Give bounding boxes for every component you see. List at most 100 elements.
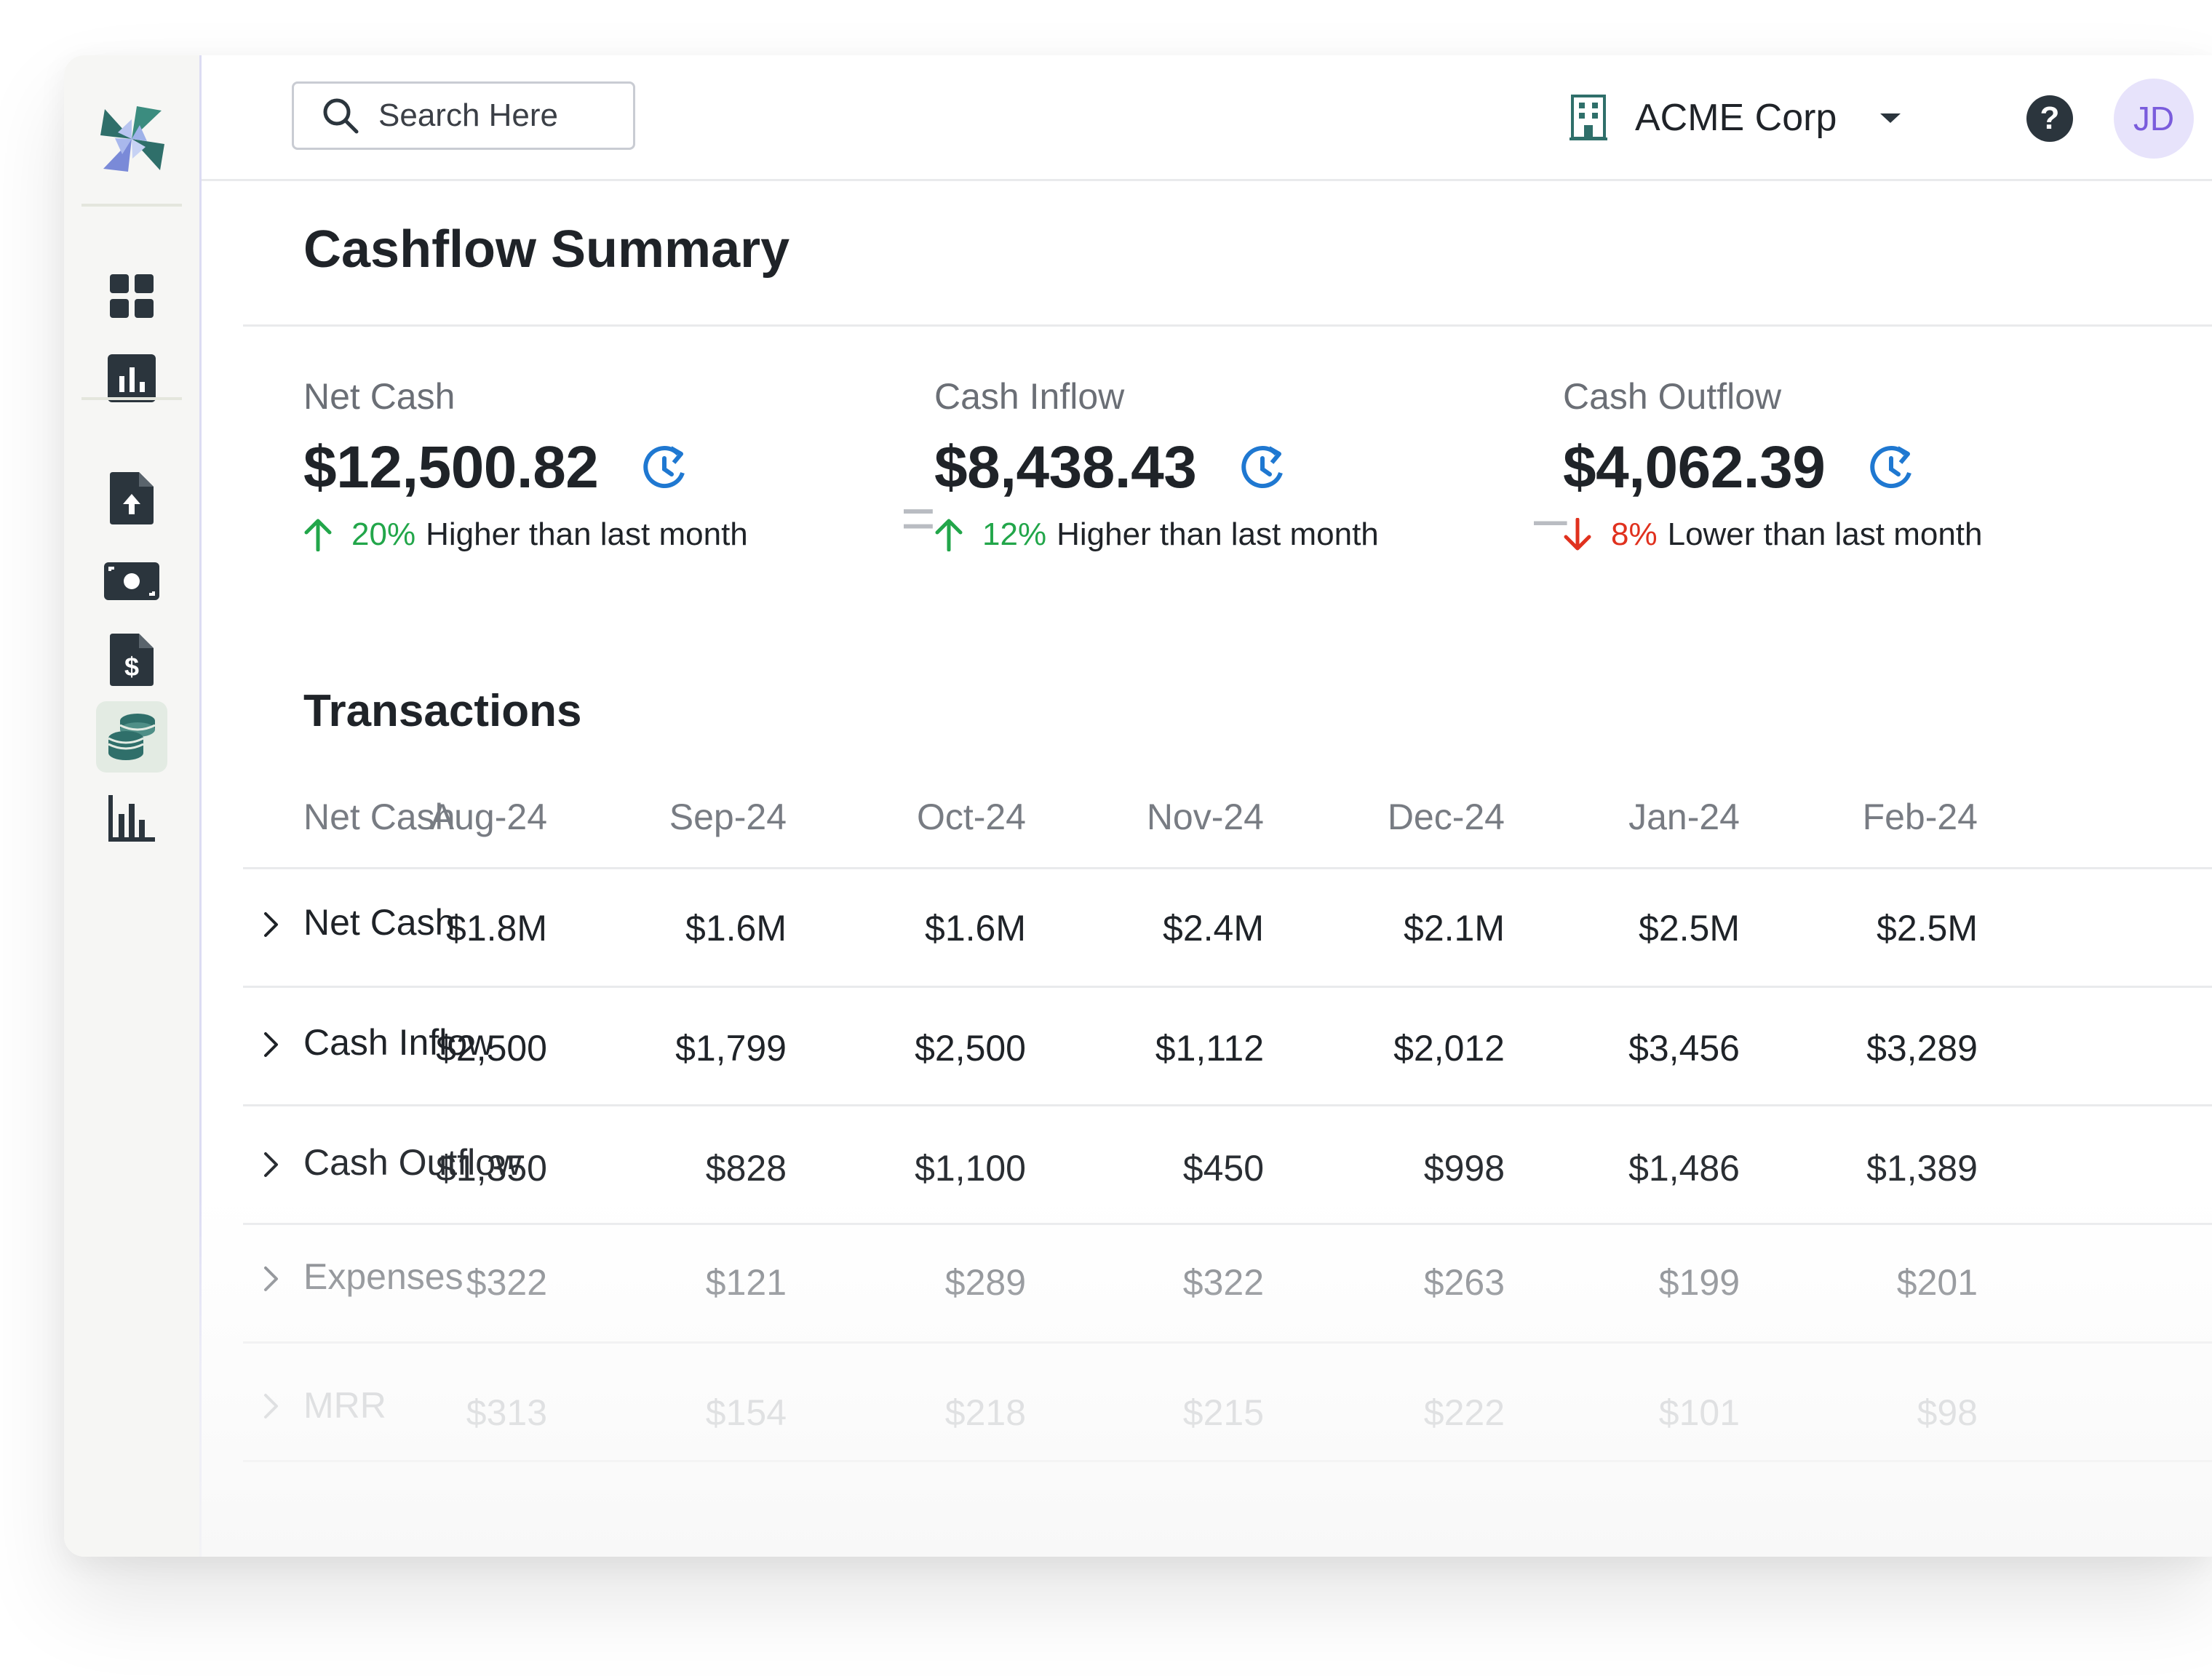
refresh-history-icon[interactable] (1867, 444, 1915, 492)
table-cell: $322 (466, 1262, 547, 1303)
metric-value: $8,438.43 (934, 434, 1197, 500)
metric-label: Net Cash (303, 376, 455, 417)
chevron-right-icon[interactable] (263, 911, 279, 938)
bar-chart-icon (108, 354, 156, 402)
table-cell: $450 (1182, 1148, 1264, 1189)
change-text: Lower than last month (1667, 516, 1983, 552)
table-cell: $2.4M (1163, 908, 1264, 949)
table-cell: $313 (466, 1392, 547, 1433)
metric-cash-inflow: Cash Inflow $8,438.43 12% Higher than la… (934, 375, 1379, 553)
table-cell: $998 (1423, 1148, 1505, 1189)
pinwheel-logo-icon[interactable] (96, 103, 167, 175)
table-row[interactable]: Cash Outflow $1,350 $828 $1,100 $450 $99… (243, 1106, 2212, 1225)
nav-dashboard[interactable] (96, 260, 167, 332)
table-cell: $1,486 (1628, 1148, 1740, 1189)
change-percent: 12% (982, 516, 1047, 552)
banknote-icon (104, 562, 159, 600)
column-header-month: Nov-24 (1146, 797, 1264, 837)
sidebar-divider (81, 397, 182, 400)
table-cell: $154 (705, 1392, 787, 1433)
search-icon (323, 98, 359, 134)
help-icon: ? (2040, 100, 2060, 136)
chevron-right-icon[interactable] (263, 1152, 279, 1178)
nav-reports[interactable] (96, 343, 167, 414)
table-cell: $199 (1658, 1262, 1740, 1303)
avatar-initials: JD (2133, 100, 2175, 137)
table-header: Net Cash Aug-24 Sep-24 Oct-24 Nov-24 Dec… (243, 777, 2212, 869)
coins-stack-icon (108, 714, 156, 760)
dashboard-grid-icon (110, 274, 154, 318)
metric-label: Cash Inflow (934, 376, 1125, 417)
table-cell: $3,456 (1628, 1028, 1740, 1069)
nav-cashflow[interactable] (96, 701, 167, 773)
chevron-right-icon[interactable] (263, 1031, 279, 1058)
chevron-right-icon[interactable] (263, 1266, 279, 1292)
equals-operator: = (901, 485, 936, 551)
metric-value: $12,500.82 (303, 434, 599, 500)
table-cell: $98 (1917, 1392, 1978, 1433)
table-cell: $2,500 (915, 1028, 1026, 1069)
refresh-history-icon[interactable] (640, 444, 688, 492)
table-cell: $2.5M (1639, 908, 1740, 949)
nav-analytics[interactable] (96, 783, 167, 854)
row-label: Cash Outflow (303, 1142, 522, 1183)
table-cell: $263 (1423, 1262, 1505, 1303)
building-icon (1570, 95, 1607, 140)
transactions-title: Transactions (303, 686, 582, 736)
caret-down-icon (1880, 113, 1901, 123)
table-cell: $2,500 (436, 1028, 547, 1069)
row-label: Expenses (303, 1256, 464, 1297)
nav-upload[interactable] (96, 463, 167, 534)
table-row[interactable]: Net Cash $1.8M $1.6M $1.6M $2.4M $2.1M $… (243, 869, 2212, 988)
column-header-month: Oct-24 (916, 797, 1026, 837)
row-label: MRR (303, 1385, 386, 1426)
table-cell: $322 (1182, 1262, 1264, 1303)
column-header-month: Sep-24 (669, 797, 787, 837)
column-header-month: Aug-24 (429, 797, 547, 837)
table-cell: $289 (944, 1262, 1026, 1303)
transactions-table: Net Cash Aug-24 Sep-24 Oct-24 Nov-24 Dec… (243, 777, 2212, 1462)
svg-text:$: $ (124, 652, 139, 682)
table-cell: $222 (1423, 1392, 1505, 1433)
arrow-up-icon (304, 519, 332, 551)
sidebar: $ (64, 55, 202, 1557)
nav-invoices[interactable]: $ (96, 624, 167, 695)
table-cell: $121 (705, 1262, 787, 1303)
table-cell: $1,389 (1866, 1148, 1978, 1189)
search-box[interactable] (292, 81, 635, 150)
metric-label: Cash Outflow (1563, 376, 1782, 417)
chevron-right-icon[interactable] (263, 1393, 279, 1419)
search-input[interactable] (377, 97, 627, 135)
table-cell: $1,112 (1155, 1028, 1264, 1069)
change-text: Higher than last month (426, 516, 748, 552)
column-header-month: Feb-24 (1862, 797, 1978, 837)
metric-cash-outflow: Cash Outflow $4,062.39 8% Lower than las… (1563, 375, 1983, 553)
table-cell: $3,289 (1866, 1028, 1978, 1069)
table-cell: $101 (1658, 1392, 1740, 1433)
row-label: Net Cash (303, 902, 455, 943)
column-header-name: Net Cash (303, 797, 455, 837)
table-row[interactable]: Cash Inflow $2,500 $1,799 $2,500 $1,112 … (243, 988, 2212, 1106)
table-cell: $1,350 (436, 1148, 547, 1189)
sidebar-divider (81, 204, 182, 207)
app-window: $ (64, 55, 2212, 1557)
table-cell: $828 (705, 1148, 787, 1189)
table-cell: $201 (1896, 1262, 1978, 1303)
table-cell: $1,799 (675, 1028, 787, 1069)
table-row[interactable]: Expenses $322 $121 $289 $322 $263 $199 $… (243, 1225, 2212, 1344)
avatar[interactable]: JD (2114, 79, 2194, 159)
table-cell: $1.6M (925, 908, 1026, 949)
metric-value: $4,062.39 (1563, 434, 1826, 500)
org-switcher[interactable]: ACME Corp (1570, 92, 1901, 144)
change-percent: 20% (351, 516, 416, 552)
table-row[interactable]: MRR $313 $154 $218 $215 $222 $101 $98 (243, 1344, 2212, 1462)
table-cell: $218 (944, 1392, 1026, 1433)
refresh-history-icon[interactable] (1238, 444, 1286, 492)
row-label: Cash Inflow (303, 1022, 494, 1063)
table-cell: $1,100 (915, 1148, 1026, 1189)
nav-payments[interactable] (96, 546, 167, 617)
invoice-dollar-icon: $ (110, 634, 154, 686)
help-button[interactable]: ? (2026, 95, 2073, 142)
arrow-down-icon (1564, 518, 1591, 551)
table-cell: $2.5M (1877, 908, 1978, 949)
